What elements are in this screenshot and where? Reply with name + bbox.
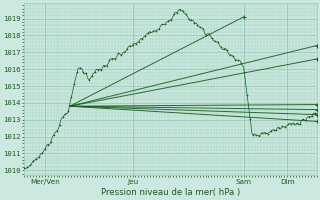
X-axis label: Pression niveau de la mer( hPa ): Pression niveau de la mer( hPa )	[101, 188, 240, 197]
